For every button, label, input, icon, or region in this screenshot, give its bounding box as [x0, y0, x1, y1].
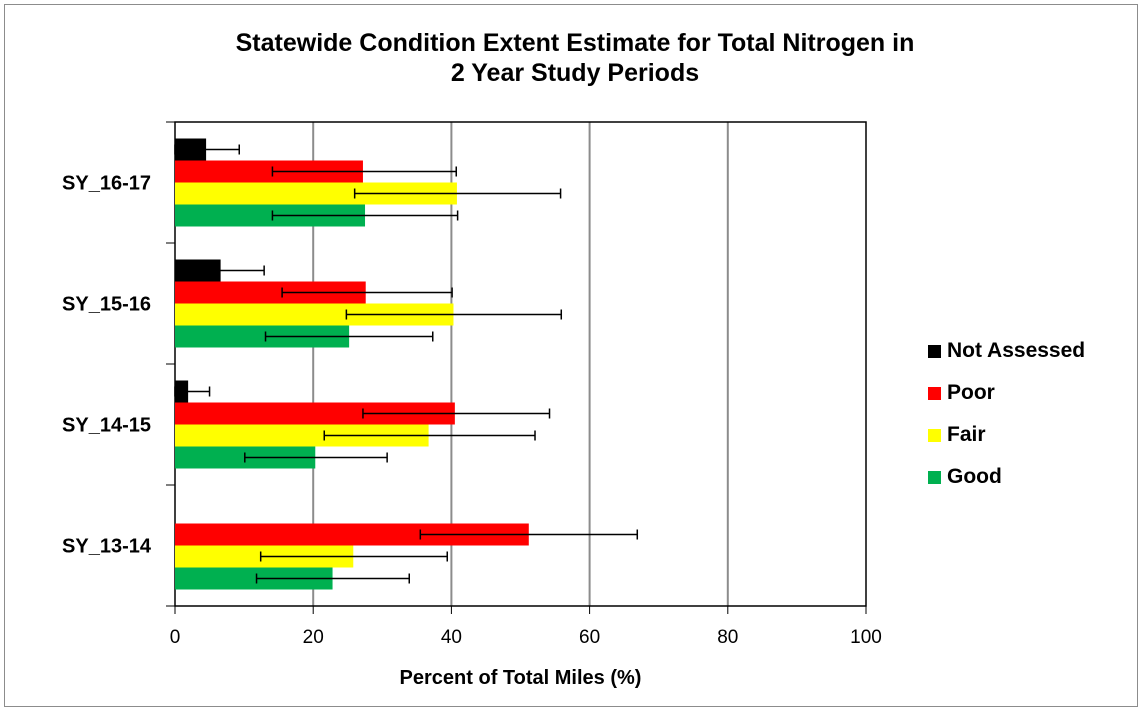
bar-sy-16-17-poor	[175, 160, 363, 183]
legend-label-not-assessed: Not Assessed	[947, 339, 1086, 362]
legend-swatch-fair	[928, 428, 941, 442]
category-label-sy-14-15: SY_14-15	[62, 415, 151, 437]
x-axis-label: Percent of Total Miles (%)	[400, 667, 642, 689]
category-label-sy-15-16: SY_15-16	[62, 294, 151, 316]
bar-sy-15-16-poor	[175, 281, 366, 304]
bar-sy-13-14-poor	[175, 523, 529, 546]
x-tick-label-80: 80	[717, 627, 738, 648]
legend-swatch-poor	[928, 386, 941, 400]
bar-sy-16-17-fair	[175, 182, 457, 205]
legend-label-good: Good	[947, 465, 1002, 488]
legend-item-fair: Fair	[928, 414, 1085, 456]
bar-sy-16-17-good	[175, 204, 366, 227]
chart-title-line-1: Statewide Condition Extent Estimate for …	[235, 29, 915, 57]
legend-item-poor: Poor	[928, 372, 1085, 414]
bar-sy-14-15-poor	[175, 402, 455, 425]
x-tick-label-0: 0	[170, 627, 181, 648]
chart-title-line-2: 2 Year Study Periods	[450, 59, 700, 87]
legend-label-poor: Poor	[947, 381, 995, 404]
chart-title: Statewide Condition Extent Estimate for …	[0, 28, 1144, 88]
category-label-sy-13-14: SY_13-14	[62, 536, 152, 558]
x-tick-label-60: 60	[579, 627, 600, 648]
legend-swatch-not-assessed	[928, 344, 941, 358]
bar-sy-15-16-good	[175, 325, 350, 348]
x-tick-label-20: 20	[303, 627, 324, 648]
legend-swatch-good	[928, 470, 941, 484]
legend-label-fair: Fair	[947, 423, 986, 446]
legend: Not Assessed Poor Fair Good	[928, 330, 1085, 498]
x-tick-label-40: 40	[441, 627, 462, 648]
legend-item-good: Good	[928, 456, 1085, 498]
bar-sy-15-16-fair	[175, 303, 454, 326]
legend-item-not-assessed: Not Assessed	[928, 330, 1085, 372]
category-label-sy-16-17: SY_16-17	[62, 173, 151, 195]
bar-sy-14-15-fair	[175, 424, 429, 447]
chart-frame	[4, 4, 1138, 707]
bar-sy-13-14-good	[175, 567, 333, 590]
x-tick-label-100: 100	[850, 627, 882, 648]
